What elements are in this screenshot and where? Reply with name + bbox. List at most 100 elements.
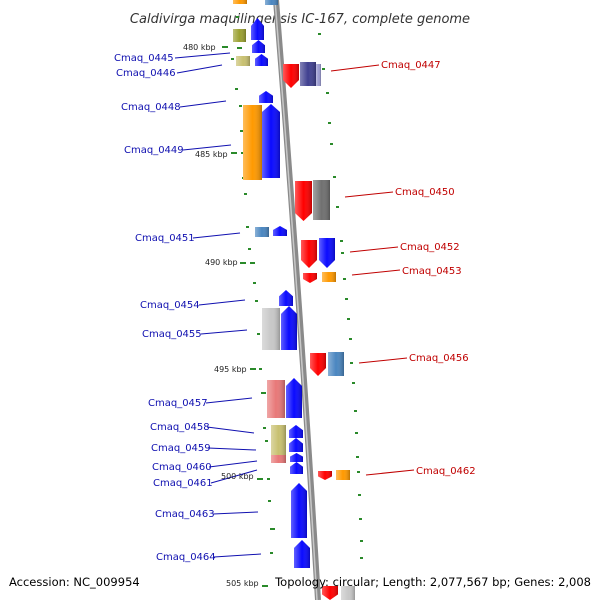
gene-feature[interactable] — [262, 308, 280, 350]
gene-label[interactable]: Cmaq_0459 — [151, 443, 211, 454]
tick-mark — [360, 540, 363, 542]
gene-feature[interactable] — [265, 0, 278, 5]
gene-label[interactable]: Cmaq_0456 — [409, 353, 469, 364]
gene-feature[interactable] — [319, 238, 335, 268]
gene-feature[interactable] — [303, 273, 317, 283]
gene-label[interactable]: Cmaq_0447 — [381, 60, 441, 71]
tick-mark — [244, 193, 247, 195]
gene-feature[interactable] — [290, 462, 303, 474]
gene-feature[interactable] — [243, 105, 262, 180]
gene-feature[interactable] — [259, 91, 273, 103]
gene-label[interactable]: Cmaq_0448 — [121, 102, 181, 113]
tick-mark — [333, 176, 336, 178]
leader-line — [330, 64, 380, 72]
tick-mark — [347, 318, 350, 320]
gene-label[interactable]: Cmaq_0461 — [153, 478, 213, 489]
tick-mark — [267, 478, 270, 480]
gene-label[interactable]: Cmaq_0446 — [116, 68, 176, 79]
scale-label-495: 495 kbp — [214, 365, 247, 374]
tick-mark — [318, 33, 321, 35]
leader-line — [344, 191, 394, 198]
tick-mark — [336, 206, 339, 208]
gene-feature[interactable] — [283, 64, 299, 88]
leader-line — [210, 469, 258, 484]
gene-feature[interactable] — [267, 380, 285, 418]
gene-label[interactable]: Cmaq_0460 — [152, 462, 212, 473]
gene-feature[interactable] — [252, 40, 265, 53]
tick-mark — [259, 368, 262, 370]
gene-feature[interactable] — [233, 29, 246, 42]
scale-label-480: 480 kbp — [183, 43, 216, 52]
tick-mark — [270, 528, 275, 530]
gene-feature[interactable] — [281, 306, 297, 350]
gene-label[interactable]: Cmaq_0451 — [135, 233, 195, 244]
gene-label[interactable]: Cmaq_0462 — [416, 466, 476, 477]
gene-feature[interactable] — [289, 438, 303, 452]
gene-label[interactable]: Cmaq_0454 — [140, 300, 200, 311]
tick-mark — [355, 432, 358, 434]
gene-feature[interactable] — [301, 240, 317, 268]
leader-line — [179, 100, 227, 108]
tick-mark — [268, 500, 271, 502]
gene-feature[interactable] — [294, 540, 310, 568]
gene-label[interactable]: Cmaq_0455 — [142, 329, 202, 340]
gene-label[interactable]: Cmaq_0458 — [150, 422, 210, 433]
gene-feature[interactable] — [322, 272, 336, 282]
gene-feature[interactable] — [291, 483, 307, 538]
gene-feature[interactable] — [236, 56, 250, 66]
leader-line — [349, 246, 399, 253]
tick-mark — [253, 282, 256, 284]
tick-mark — [360, 557, 363, 559]
major-tick-mark — [231, 152, 237, 154]
leader-line — [182, 144, 232, 151]
major-tick-mark — [257, 478, 263, 480]
tick-mark — [356, 456, 359, 458]
gene-feature[interactable] — [336, 470, 350, 480]
gene-feature[interactable] — [286, 378, 302, 418]
gene-feature[interactable] — [273, 226, 287, 236]
gene-feature[interactable] — [251, 18, 264, 40]
tick-mark — [246, 226, 249, 228]
tick-mark — [250, 262, 255, 264]
tick-marks — [222, 16, 363, 587]
gene-feature[interactable] — [262, 104, 280, 178]
gene-feature[interactable] — [233, 0, 247, 4]
gene-feature[interactable] — [295, 181, 312, 221]
major-tick-mark — [262, 585, 268, 587]
gene-feature[interactable] — [341, 586, 355, 600]
gene-label[interactable]: Cmaq_0449 — [124, 145, 184, 156]
gene-feature[interactable] — [279, 290, 293, 306]
gene-label[interactable]: Cmaq_0450 — [395, 187, 455, 198]
leader-line — [365, 469, 415, 476]
gene-feature[interactable] — [255, 54, 268, 66]
leader-line — [205, 397, 253, 404]
gene-features — [233, 0, 355, 600]
gene-label[interactable]: Cmaq_0457 — [148, 398, 208, 409]
gene-feature[interactable] — [316, 64, 321, 86]
tick-mark — [322, 68, 325, 70]
genome-summary-text: Topology: circular; Length: 2,077,567 bp… — [274, 575, 591, 589]
gene-feature[interactable] — [271, 455, 286, 463]
scale-label-485: 485 kbp — [195, 150, 228, 159]
gene-feature[interactable] — [290, 453, 303, 462]
gene-feature[interactable] — [300, 62, 316, 86]
leader-line — [198, 299, 246, 306]
gene-label[interactable]: Cmaq_0453 — [402, 266, 462, 277]
tick-mark — [330, 143, 333, 145]
gene-label[interactable]: Cmaq_0464 — [156, 552, 216, 563]
gene-label[interactable]: Cmaq_0445 — [114, 53, 174, 64]
gene-feature[interactable] — [322, 586, 338, 600]
gene-label[interactable]: Cmaq_0452 — [400, 242, 460, 253]
gene-feature[interactable] — [271, 425, 286, 455]
gene-feature[interactable] — [255, 227, 269, 237]
gene-feature[interactable] — [313, 180, 330, 220]
gene-feature[interactable] — [310, 353, 326, 376]
tick-mark — [270, 552, 273, 554]
gene-feature[interactable] — [318, 471, 332, 480]
gene-feature[interactable] — [328, 352, 344, 376]
gene-label[interactable]: Cmaq_0463 — [155, 509, 215, 520]
leader-line — [213, 553, 262, 558]
scale-label-505: 505 kbp — [226, 579, 259, 588]
tick-mark — [231, 58, 234, 60]
gene-feature[interactable] — [289, 425, 303, 438]
